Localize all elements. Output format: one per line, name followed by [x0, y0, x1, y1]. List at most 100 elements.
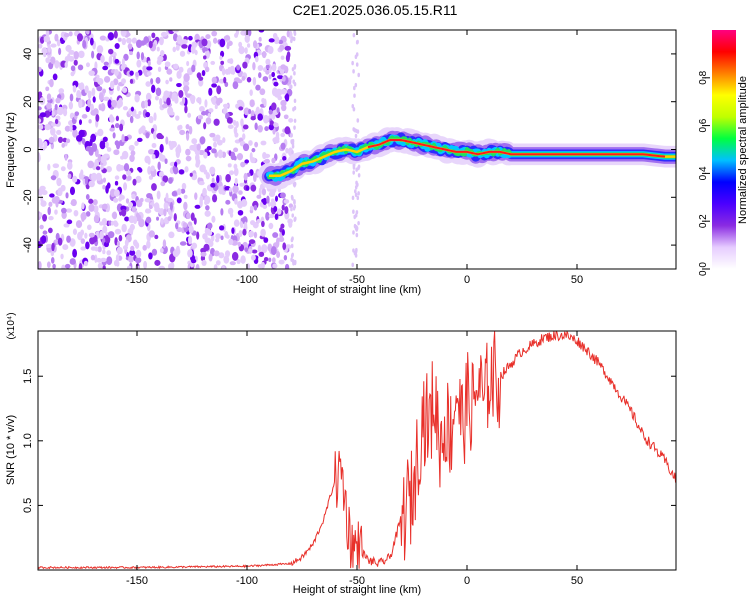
noise-speckle	[167, 208, 172, 215]
noise-speckle	[221, 190, 226, 195]
noise-speckle	[217, 149, 224, 159]
noise-speckle	[194, 192, 198, 200]
noise-speckle	[181, 44, 188, 49]
noise-speckle	[169, 202, 174, 211]
noise-speckle	[121, 208, 127, 217]
noise-speckle	[131, 37, 137, 44]
noise-speckle	[208, 240, 214, 248]
noise-speckle	[160, 50, 165, 57]
noise-speckle	[142, 65, 146, 74]
noise-speckle	[282, 75, 286, 82]
noise-speckle	[190, 258, 197, 264]
noise-speckle	[292, 79, 296, 84]
noise-speckle	[198, 76, 204, 81]
noise-speckle	[98, 104, 102, 111]
noise-speckle	[195, 158, 201, 166]
noise-speckle	[216, 98, 221, 106]
noise-speckle	[244, 34, 250, 43]
noise-speckle	[155, 76, 161, 84]
noise-speckle	[73, 209, 79, 217]
noise-speckle	[261, 50, 267, 59]
noise-speckle	[206, 146, 212, 151]
noise-speckle	[114, 228, 122, 235]
noise-speckle	[353, 85, 356, 91]
noise-speckle	[183, 201, 188, 211]
figure-title: C2E1.2025.036.05.15.R11	[293, 2, 458, 18]
noise-speckle	[81, 114, 88, 119]
noise-speckle	[85, 105, 91, 113]
noise-speckle	[210, 60, 216, 65]
noise-speckle	[82, 40, 87, 49]
noise-speckle	[65, 208, 73, 213]
noise-speckle	[97, 153, 102, 163]
noise-speckle	[213, 264, 218, 269]
noise-speckle	[132, 215, 138, 225]
noise-speckle	[78, 119, 83, 126]
noise-speckle	[351, 262, 355, 268]
noise-speckle	[80, 246, 87, 251]
noise-speckle	[159, 170, 164, 177]
noise-speckle	[356, 129, 360, 134]
noise-speckle	[109, 127, 115, 132]
noise-speckle	[95, 77, 101, 83]
noise-speckle	[96, 257, 102, 263]
noise-speckle	[56, 39, 61, 47]
spectrogram-y-axis-label: Frequency (Hz)	[5, 112, 17, 188]
noise-speckle	[199, 198, 203, 208]
noise-speckle	[167, 216, 172, 222]
noise-speckle	[282, 242, 287, 250]
noise-speckle	[353, 127, 357, 133]
noise-speckle	[220, 235, 224, 241]
noise-speckle	[357, 164, 361, 169]
snr-x-axis-label: Height of straight line (km)	[293, 584, 421, 596]
noise-speckle	[120, 30, 127, 37]
noise-speckle	[73, 50, 79, 60]
noise-speckle	[176, 70, 182, 79]
noise-speckle	[42, 213, 48, 222]
noise-speckle	[114, 180, 119, 186]
noise-speckle	[211, 215, 216, 223]
noise-speckle	[108, 48, 114, 55]
noise-speckle	[236, 259, 241, 265]
x-tick-label: 0	[464, 575, 470, 587]
noise-speckle	[224, 231, 229, 238]
noise-speckle	[112, 211, 118, 220]
noise-speckle	[54, 118, 59, 125]
noise-speckle	[48, 136, 55, 143]
noise-speckle	[203, 151, 208, 159]
noise-speckle	[57, 187, 63, 197]
noise-speckle	[145, 132, 150, 139]
noise-speckle	[129, 78, 134, 84]
noise-speckle	[97, 128, 104, 137]
noise-speckle	[52, 73, 58, 81]
noise-speckle	[106, 250, 112, 256]
noise-speckle	[154, 259, 161, 266]
noise-speckle	[225, 199, 231, 205]
noise-speckle	[39, 112, 47, 118]
noise-speckle	[242, 143, 250, 152]
noise-speckle	[352, 209, 355, 214]
colorbar-tick-label: 0.6	[698, 118, 709, 132]
noise-speckle	[226, 117, 233, 124]
noise-speckle	[213, 250, 220, 257]
noise-speckle	[352, 230, 355, 235]
noise-speckle	[38, 106, 42, 111]
noise-speckle	[351, 195, 355, 201]
noise-speckle	[229, 65, 236, 75]
noise-speckle	[280, 192, 286, 199]
noise-speckle	[234, 198, 238, 205]
noise-speckle	[78, 50, 85, 59]
noise-speckle	[118, 97, 123, 106]
noise-speckle	[243, 107, 250, 116]
noise-speckle	[189, 172, 193, 177]
noise-speckle	[102, 184, 106, 190]
noise-speckle	[65, 44, 72, 52]
noise-speckle	[89, 37, 94, 46]
noise-speckle	[271, 102, 277, 111]
noise-speckle	[146, 240, 151, 249]
noise-speckle	[99, 231, 104, 240]
noise-speckle	[263, 257, 269, 262]
noise-speckle	[243, 172, 248, 181]
noise-speckle	[232, 185, 239, 194]
noise-speckle	[293, 98, 297, 104]
